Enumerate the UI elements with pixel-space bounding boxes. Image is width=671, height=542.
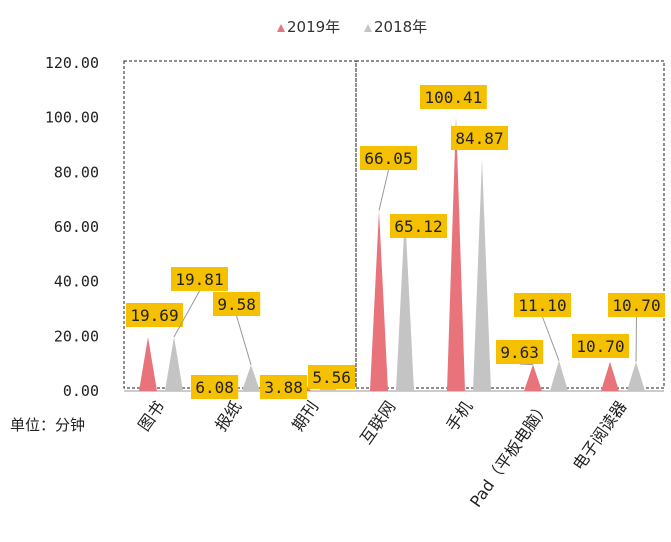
data-label-2019-1: 6.08 xyxy=(191,375,239,399)
data-label-box xyxy=(308,365,356,389)
data-label-box xyxy=(514,293,571,317)
mark-2018-0 xyxy=(165,336,183,391)
legend-marker-2019 xyxy=(277,24,285,32)
group-box-digital xyxy=(355,60,665,389)
x-tick-label: Pad（平板电脑） xyxy=(466,397,553,510)
data-label-2018-3: 65.12 xyxy=(390,214,447,238)
leader-line xyxy=(635,316,637,362)
data-label-box xyxy=(390,214,447,238)
data-label-box xyxy=(496,340,544,364)
y-axis: 0.00 20.00 40.00 60.00 80.00 100.00 120.00 xyxy=(45,54,664,400)
data-label-2019-4: 100.41 xyxy=(420,85,487,109)
mark-2019-3 xyxy=(370,210,388,391)
data-label-text: 66.05 xyxy=(364,149,412,168)
data-label-2019-2: 3.88 xyxy=(260,375,308,399)
data-label-2018-4: 84.87 xyxy=(451,126,508,150)
mark-2019-0 xyxy=(139,337,157,391)
x-tick-label: 报纸 xyxy=(211,397,245,434)
data-label-box xyxy=(572,334,629,358)
data-label-2019-6: 10.70 xyxy=(572,334,629,358)
data-label-2019-3: 66.05 xyxy=(360,146,417,211)
data-label-text: 65.12 xyxy=(394,217,442,236)
data-labels: 19.69 19.81 6.08 9.58 3.88 5.56 66.05 65.12 100.… xyxy=(126,85,665,399)
data-label-2018-6: 10.70 xyxy=(608,293,665,362)
data-label-text: 10.70 xyxy=(576,337,624,356)
data-label-2018-0: 19.81 xyxy=(171,267,228,338)
unit-label: 单位：分钟 xyxy=(10,416,85,434)
x-tick-label: 期刊 xyxy=(288,397,322,434)
data-label-text: 100.41 xyxy=(425,88,483,107)
legend: 2019年 2018年 xyxy=(277,18,427,36)
y-tick-label: 40.00 xyxy=(54,273,99,291)
data-label-text: 9.58 xyxy=(217,295,256,314)
leader-line xyxy=(542,316,560,361)
data-label-text: 6.08 xyxy=(195,378,234,397)
data-label-2019-0: 19.69 xyxy=(126,303,183,327)
data-label-box xyxy=(213,292,261,316)
data-label-box xyxy=(126,303,183,327)
data-label-2018-2: 5.56 xyxy=(308,365,356,389)
y-tick-label: 100.00 xyxy=(45,109,99,127)
data-label-2018-1: 9.58 xyxy=(213,292,261,365)
mark-2019-5 xyxy=(524,364,542,391)
y-tick-label: 60.00 xyxy=(54,218,99,236)
data-label-box xyxy=(260,375,308,399)
data-label-2018-5: 11.10 xyxy=(514,293,571,361)
x-tick-label: 电子阅读器 xyxy=(569,397,630,473)
mark-2019-4 xyxy=(447,116,465,392)
mark-2018-3 xyxy=(396,213,414,391)
mark-2018-4 xyxy=(473,159,491,391)
y-tick-label: 120.00 xyxy=(45,54,99,72)
mark-2018-6 xyxy=(627,361,645,391)
y-tick-label: 0.00 xyxy=(63,382,99,400)
data-label-text: 19.69 xyxy=(130,306,178,325)
mark-2018-5 xyxy=(550,360,568,391)
legend-label-2018: 2018年 xyxy=(374,18,427,36)
data-label-text: 19.81 xyxy=(175,270,223,289)
data-label-2019-5: 9.63 xyxy=(496,340,544,366)
data-label-text: 9.63 xyxy=(500,343,539,362)
y-tick-label: 80.00 xyxy=(54,163,99,181)
leader-line xyxy=(236,315,252,365)
leader-line xyxy=(173,290,200,338)
data-label-box xyxy=(360,146,417,170)
x-tick-label: 手机 xyxy=(442,397,476,434)
x-tick-label: 图书 xyxy=(134,397,168,434)
data-label-box xyxy=(171,267,228,291)
leader-line xyxy=(519,363,534,366)
legend-label-2019: 2019年 xyxy=(287,18,340,36)
x-tick-label: 互联网 xyxy=(356,397,399,447)
data-label-text: 10.70 xyxy=(612,296,660,315)
mark-2018-1 xyxy=(242,364,260,391)
group-box-traditional xyxy=(123,60,357,389)
data-label-text: 11.10 xyxy=(518,296,566,315)
group-boxes xyxy=(123,60,665,389)
data-label-box xyxy=(608,293,665,317)
data-label-text: 3.88 xyxy=(264,378,303,397)
data-label-box xyxy=(451,126,508,150)
data-label-box xyxy=(191,375,239,399)
mark-2019-6 xyxy=(601,361,619,391)
leader-line xyxy=(378,169,389,211)
data-label-box xyxy=(420,85,487,109)
y-tick-label: 20.00 xyxy=(54,327,99,345)
legend-marker-2018 xyxy=(364,24,372,32)
data-label-text: 5.56 xyxy=(312,368,351,387)
data-label-text: 84.87 xyxy=(455,129,503,148)
